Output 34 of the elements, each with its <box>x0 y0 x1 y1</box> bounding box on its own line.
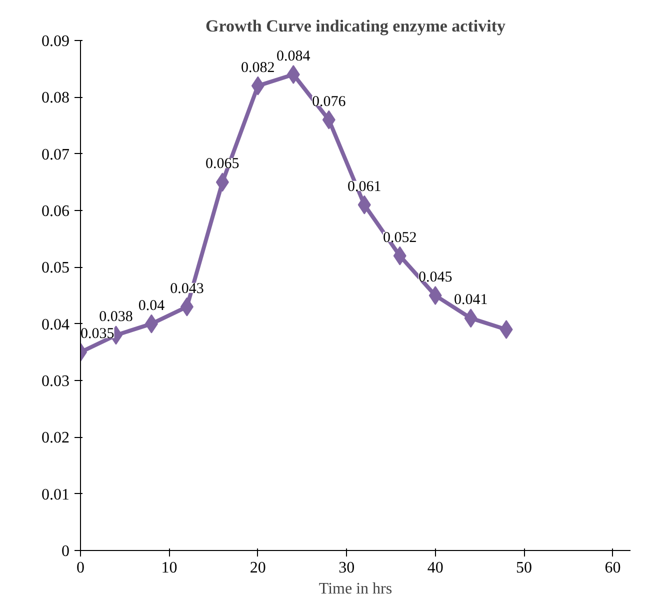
data-label: 0.035 <box>80 326 114 342</box>
y-tick-label: 0.09 <box>42 33 70 50</box>
data-label: 0.045 <box>418 270 452 286</box>
data-label: 0.076 <box>312 94 346 110</box>
x-tick-label: 40 <box>427 560 444 576</box>
y-tick-label: 0.08 <box>42 90 70 107</box>
x-tick-label: 20 <box>250 560 266 576</box>
data-label: 0.041 <box>454 292 488 308</box>
point <box>286 65 300 84</box>
data-label: 0.084 <box>276 48 311 64</box>
y-tick-label: 0 <box>62 543 70 560</box>
data-label: 0.052 <box>382 230 417 246</box>
chart-title: Growth Curve indicating enzyme activity <box>206 16 506 36</box>
point <box>428 286 442 305</box>
y-tick-label: 0.01 <box>42 486 70 504</box>
data-label: 0.038 <box>99 309 133 326</box>
x-tick-label: 0 <box>76 560 84 576</box>
data-label: 0.04 <box>138 298 166 314</box>
x-tick-label: 50 <box>516 560 532 576</box>
y-tick-label: 0.07 <box>42 146 70 164</box>
y-tick-label: 0.03 <box>42 373 70 390</box>
point <box>500 320 513 339</box>
x-tick-label: 60 <box>604 560 621 576</box>
y-tick-label: 0.04 <box>42 316 70 334</box>
x-tick-label: 10 <box>161 560 178 576</box>
data-label: 0.082 <box>241 60 275 76</box>
y-tick-label: 0.06 <box>42 203 70 220</box>
y-tick-label: 0.02 <box>42 430 70 447</box>
data-label: 0.065 <box>206 156 240 172</box>
x-tick-label: 30 <box>338 560 355 576</box>
x-axis-title: Time in hrs <box>318 580 392 598</box>
y-tick-label: 0.05 <box>42 260 70 277</box>
data-label: 0.043 <box>170 280 204 297</box>
data-label: 0.061 <box>347 178 382 195</box>
